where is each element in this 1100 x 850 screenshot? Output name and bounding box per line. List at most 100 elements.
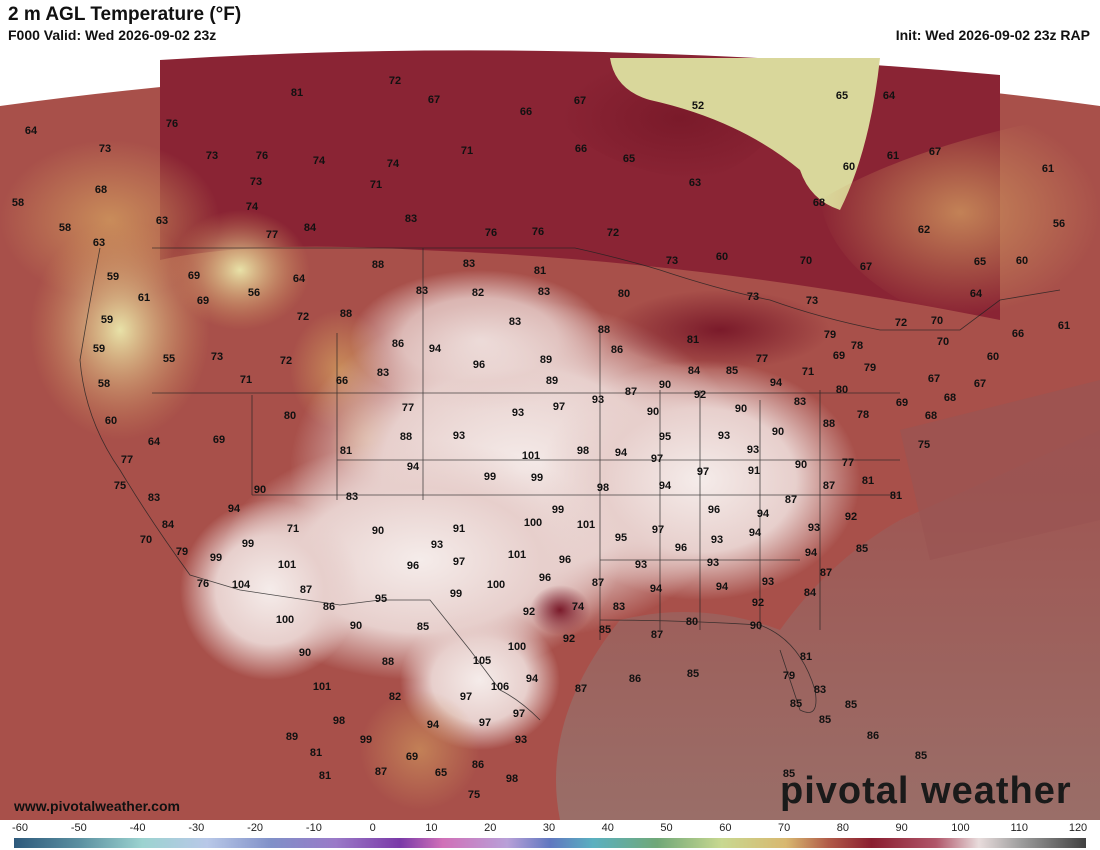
temperature-value: 93 [634,559,648,571]
temperature-value: 92 [751,597,765,609]
temperature-value: 59 [92,343,106,355]
temperature-value: 73 [746,291,760,303]
temperature-value: 92 [693,389,707,401]
temperature-value: 87 [650,629,664,641]
temperature-value: 84 [803,587,817,599]
valid-time: F000 Valid: Wed 2026-09-02 23z [8,27,217,43]
temperature-value: 76 [531,226,545,238]
temperature-value: 93 [591,394,605,406]
source-url: www.pivotalweather.com [14,798,180,814]
temperature-value: 80 [617,288,631,300]
temperature-value: 86 [471,759,485,771]
temperature-value: 93 [706,557,720,569]
temperature-value: 79 [175,546,189,558]
temperature-value: 65 [835,90,849,102]
temperature-value: 60 [715,251,729,263]
temperature-value: 94 [227,503,241,515]
temperature-value: 63 [155,215,169,227]
temperature-value: 76 [196,578,210,590]
scale-tick-label: -20 [247,822,264,834]
temperature-value: 60 [842,161,856,173]
temperature-value: 67 [927,373,941,385]
temperature-map[interactable]: 81 72 67 67 52 65 64 64 76 73 73 76 74 74 71 66 66 65 61 67… [0,46,1100,820]
temperature-value: 98 [332,715,346,727]
temperature-value: 69 [212,434,226,446]
temperature-value: 85 [789,698,803,710]
temperature-value: 96 [406,560,420,572]
temperature-value: 61 [1041,163,1055,175]
temperature-value: 77 [401,402,415,414]
temperature-value: 79 [782,670,796,682]
temperature-value: 85 [914,750,928,762]
temperature-value: 90 [253,484,267,496]
temperature-value: 106 [490,681,510,693]
temperature-value: 75 [467,789,481,801]
temperature-value: 85 [782,768,796,780]
temperature-value: 85 [844,699,858,711]
temperature-value: 100 [507,641,527,653]
temperature-value: 76 [165,118,179,130]
temperature-value: 85 [598,624,612,636]
temperature-value: 72 [388,75,402,87]
temperature-value: 77 [755,353,769,365]
temperature-value: 56 [1052,218,1066,230]
temperature-value: 69 [187,270,201,282]
scale-tick-label: -40 [129,822,146,834]
temperature-value: 93 [710,534,724,546]
temperature-value: 94 [769,377,783,389]
temperature-value: 72 [279,355,293,367]
temperature-value: 97 [552,401,566,413]
temperature-value: 71 [286,523,300,535]
temperature-value: 71 [369,179,383,191]
temperature-value: 89 [545,375,559,387]
temperature-value: 90 [646,406,660,418]
scale-tick-label: 60 [719,822,732,834]
temperature-value: 94 [649,583,663,595]
temperature-value: 69 [895,397,909,409]
temperature-value: 85 [725,365,739,377]
temperature-value: 87 [591,577,605,589]
temperature-value: 100 [523,517,543,529]
temperature-value: 64 [969,288,983,300]
temperature-value: 60 [986,351,1000,363]
temperature-value: 100 [486,579,506,591]
temperature-value: 66 [574,143,588,155]
temperature-value: 86 [610,344,624,356]
temperature-value: 68 [943,392,957,404]
temperature-value: 86 [628,673,642,685]
scale-tick-label: -60 [12,822,28,834]
temperature-value: 89 [285,731,299,743]
temperature-value: 85 [855,543,869,555]
temperature-value: 63 [688,177,702,189]
temperature-value: 93 [452,430,466,442]
temperature-value: 96 [538,572,552,584]
temperature-value: 77 [120,454,134,466]
temperature-value: 65 [434,767,448,779]
temperature-value: 56 [247,287,261,299]
temperature-value: 99 [359,734,373,746]
temperature-value: 90 [771,426,785,438]
temperature-value: 104 [231,579,251,591]
temperature-value: 86 [322,601,336,613]
scale-tick-label: 50 [660,822,673,834]
temperature-value: 93 [511,407,525,419]
temperature-value: 73 [205,150,219,162]
temperature-value: 105 [472,655,492,667]
temperature-value: 96 [558,554,572,566]
temperature-value: 70 [930,315,944,327]
header-bar: 2 m AGL Temperature (°F) F000 Valid: Wed… [0,0,1100,46]
temperature-value: 58 [58,222,72,234]
temperature-value: 64 [147,436,161,448]
temperature-value: 52 [691,100,705,112]
temperature-value: 90 [734,403,748,415]
temperature-value: 101 [576,519,596,531]
temperature-value: 92 [562,633,576,645]
temperature-value: 84 [303,222,317,234]
temperature-value: 87 [819,567,833,579]
temperature-value: 67 [973,378,987,390]
temperature-value: 83 [345,491,359,503]
temperature-value: 91 [452,523,466,535]
color-scale-bar [14,838,1086,848]
temperature-value: 73 [665,255,679,267]
temperature-value: 60 [104,415,118,427]
